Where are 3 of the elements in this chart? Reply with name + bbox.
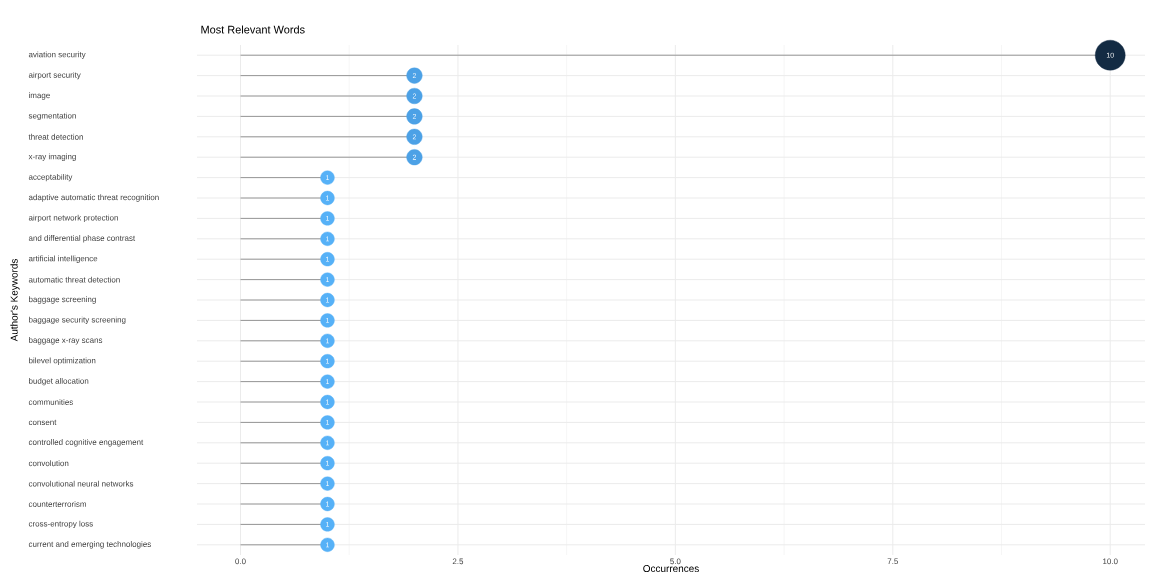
x-axis-title: Occurrences bbox=[643, 565, 699, 573]
y-axis-title: Author's Keywords bbox=[10, 259, 20, 342]
chart-title: Most Relevant Words bbox=[201, 25, 305, 34]
